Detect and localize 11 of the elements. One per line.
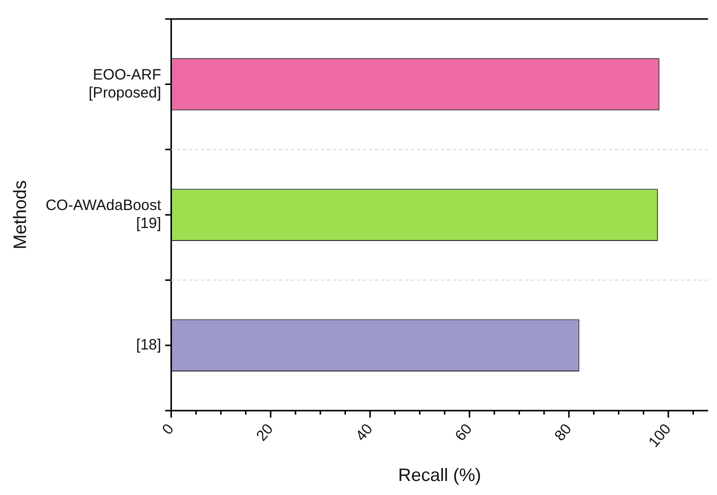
x-tick-label: 100 (645, 420, 675, 451)
x-tick-label: 40 (352, 420, 376, 444)
x-axis-title: Recall (%) (398, 465, 482, 486)
x-tick-label: 0 (159, 420, 178, 438)
y-tick-label: [18] (136, 336, 162, 354)
y-axis-title: Methods (10, 180, 30, 250)
y-tick-label: EOO-ARF [Proposed] (88, 66, 162, 102)
y-tick-label: CO-AWAdaBoost [19] (46, 196, 162, 232)
x-tick-label: 60 (452, 420, 476, 444)
x-tick-label: 80 (551, 420, 576, 444)
x-tick-label: 20 (253, 420, 277, 444)
